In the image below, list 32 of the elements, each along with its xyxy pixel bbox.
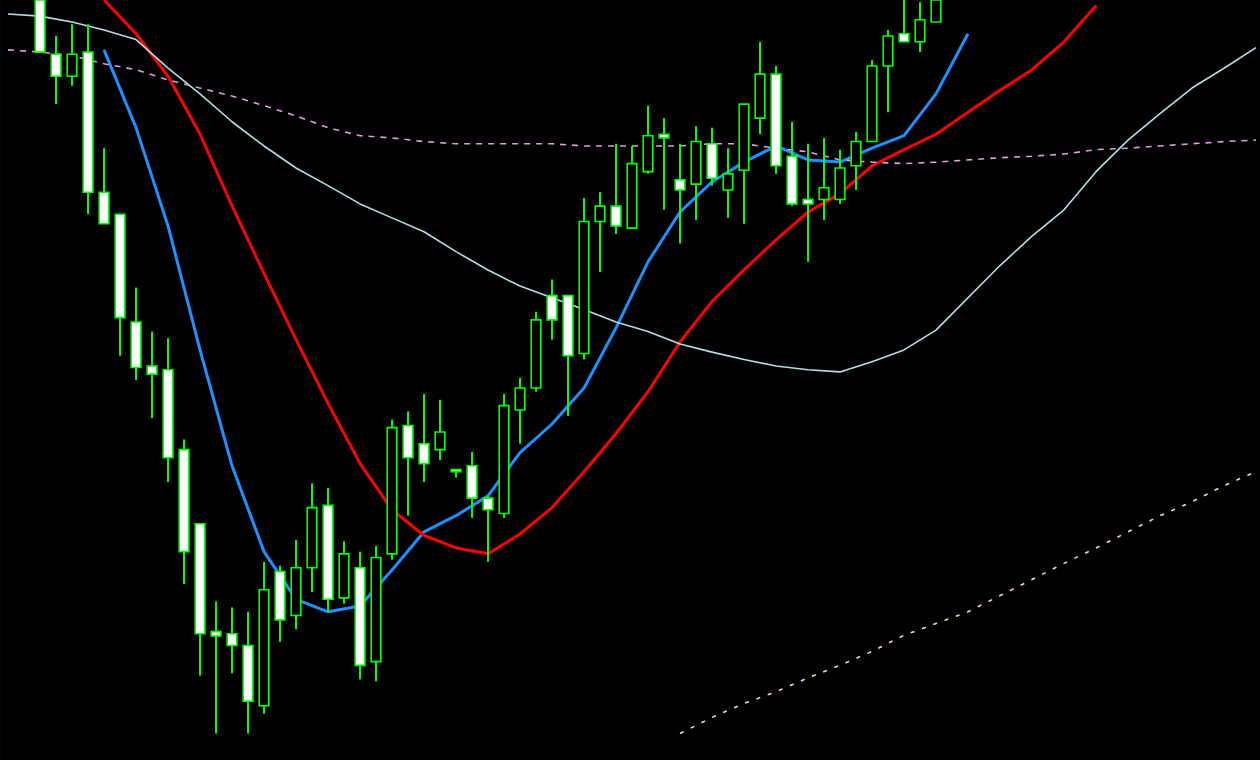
candlestick: [130, 286, 142, 381]
candlestick: [658, 117, 670, 211]
candlestick: [290, 538, 302, 631]
candlestick: [514, 376, 526, 445]
candlestick: [722, 147, 734, 219]
candlestick: [146, 330, 158, 420]
candlestick: [546, 278, 558, 341]
candlestick: [466, 450, 478, 519]
candlestick: [594, 191, 606, 274]
candlestick: [418, 392, 430, 483]
candlestick: [834, 148, 846, 205]
candlestick: [210, 600, 222, 735]
candlestick: [50, 34, 62, 106]
candlestick: [802, 142, 814, 263]
candlestick: [610, 142, 622, 235]
candlestick: [674, 142, 686, 245]
candlestick: [402, 410, 414, 517]
candlestick: [706, 126, 718, 187]
candlestick: [850, 131, 862, 191]
candlestick: [786, 120, 798, 208]
candlestick: [482, 494, 494, 563]
candlestick: [66, 23, 78, 87]
candlestick: [898, 0, 910, 43]
candlestick: [98, 147, 110, 225]
candlestick: [338, 540, 350, 605]
candlestick: [226, 606, 238, 675]
candlestick: [642, 104, 654, 175]
candlestick: [690, 125, 702, 222]
candlestick: [434, 398, 446, 461]
candlestick: [818, 136, 830, 222]
candlestick: [882, 29, 894, 114]
candlestick: [754, 40, 766, 136]
